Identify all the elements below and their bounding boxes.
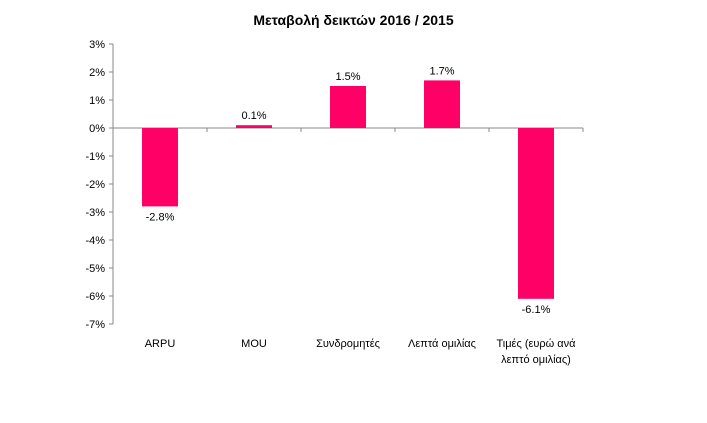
y-tick-label: -6%	[85, 291, 105, 303]
category-label: λεπτό ομιλίας)	[501, 354, 571, 366]
y-tick-label: 3%	[89, 39, 105, 51]
y-tick-label: -4%	[85, 235, 105, 247]
category-label: Συνδρομητές	[316, 338, 380, 350]
category-label: Λεπτά ομιλίας	[408, 338, 476, 350]
bar	[142, 128, 178, 207]
data-label: -6.1%	[522, 304, 551, 316]
category-label: ARPU	[145, 338, 176, 350]
data-label: 1.5%	[335, 71, 360, 83]
y-tick-label: -7%	[85, 319, 105, 331]
category-label: MOU	[241, 338, 267, 350]
bar	[518, 128, 554, 299]
bar	[236, 125, 272, 128]
y-tick-label: 1%	[89, 95, 105, 107]
bar	[330, 86, 366, 128]
data-label: 0.1%	[241, 110, 266, 122]
y-tick-label: -5%	[85, 263, 105, 275]
data-label: -2.8%	[146, 211, 175, 223]
y-tick-label: -3%	[85, 207, 105, 219]
y-tick-label: 2%	[89, 67, 105, 79]
data-label: 1.7%	[429, 65, 454, 77]
y-tick-label: -1%	[85, 151, 105, 163]
bar	[424, 80, 460, 128]
chart-title: Μεταβολή δεικτών 2016 / 2015	[253, 12, 454, 28]
category-label: Τιμές (ευρώ ανά	[496, 338, 576, 350]
y-tick-label: 0%	[89, 123, 105, 135]
y-tick-label: -2%	[85, 179, 105, 191]
